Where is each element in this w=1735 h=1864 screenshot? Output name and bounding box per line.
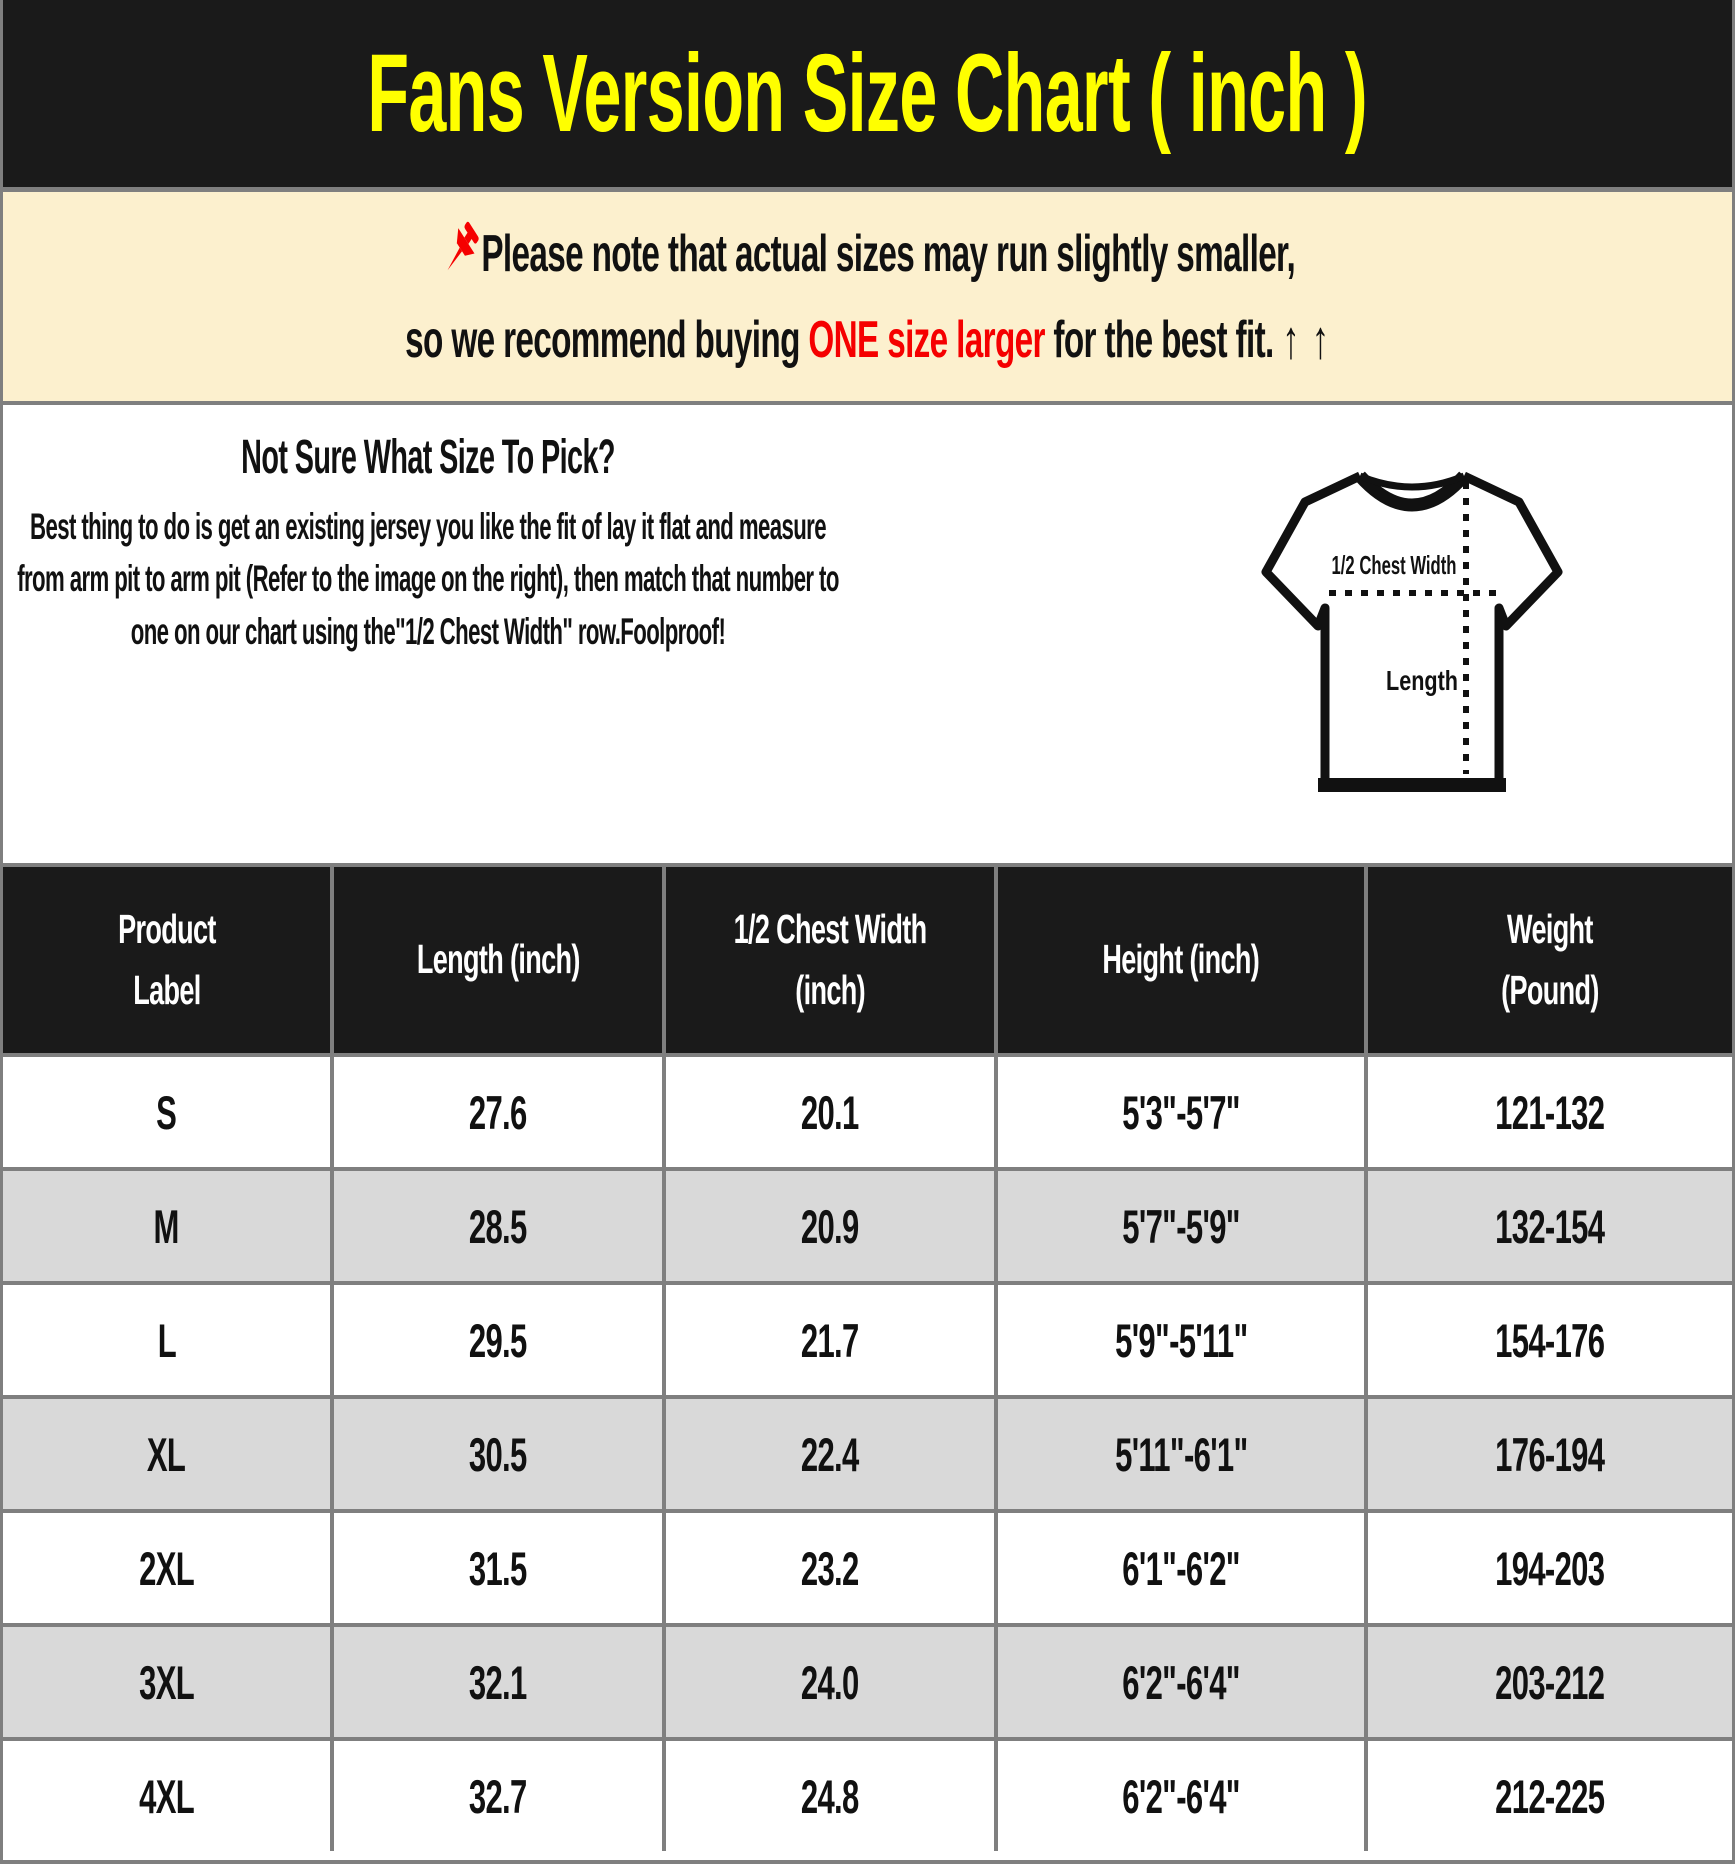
size-label-cell: XL	[3, 1399, 334, 1513]
size-label-cell: L	[3, 1285, 334, 1399]
length-cell: 32.1	[334, 1627, 666, 1741]
length-cell: 27.6	[334, 1057, 666, 1171]
tshirt-hem	[1318, 778, 1506, 792]
weight-cell: 194-203	[1368, 1513, 1732, 1627]
note-line-2: so we recommend buying ONE size larger f…	[3, 300, 1732, 380]
chest-cell: 20.1	[666, 1057, 998, 1171]
chest-cell: 22.4	[666, 1399, 998, 1513]
weight-cell: 176-194	[1368, 1399, 1732, 1513]
tshirt-collar	[1355, 471, 1469, 512]
weight-cell: 203-212	[1368, 1627, 1732, 1741]
table-row-s: S 27.6 20.1 5'3"-5'7" 121-132	[3, 1057, 1732, 1171]
length-cell: 28.5	[334, 1171, 666, 1285]
size-label-cell: 2XL	[3, 1513, 334, 1627]
note-text-1: Please note that actual sizes may run sl…	[481, 224, 1295, 283]
size-label-cell: M	[3, 1171, 334, 1285]
tshirt-outline	[1261, 471, 1563, 790]
length-label: Length	[1386, 665, 1458, 696]
note-line-1: Please note that actual sizes may run sl…	[3, 214, 1732, 294]
weight-cell: 121-132	[1368, 1057, 1732, 1171]
guide-heading: Not Sure What Size To Pick?	[241, 431, 615, 484]
size-label-cell: 4XL	[3, 1741, 334, 1851]
height-cell: 5'3"-5'7"	[998, 1057, 1368, 1171]
chest-cell: 21.7	[666, 1285, 998, 1399]
tshirt-collar-top	[1358, 472, 1466, 491]
table-row-3xl: 3XL 32.1 24.0 6'2"-6'4" 203-212	[3, 1627, 1732, 1741]
size-table-header: Product Label Length (inch) 1/2 Chest Wi…	[3, 867, 1732, 1057]
chest-cell: 23.2	[666, 1513, 998, 1627]
guide-body: Best thing to do is get an existing jers…	[17, 505, 839, 652]
col-header-height: Height (inch)	[998, 867, 1368, 1057]
col-header-weight: Weight (Pound)	[1368, 867, 1732, 1057]
col-header-length: Length (inch)	[334, 867, 666, 1057]
size-label-cell: S	[3, 1057, 334, 1171]
note-text-2-suffix: for the best fit.	[1044, 310, 1283, 369]
pushpin-icon	[447, 221, 479, 270]
height-cell: 6'2"-6'4"	[998, 1741, 1368, 1851]
size-label-cell: 3XL	[3, 1627, 334, 1741]
height-cell: 5'11"-6'1"	[998, 1399, 1368, 1513]
chest-width-label: 1/2 Chest Width	[1332, 550, 1457, 580]
guide-text-block: Not Sure What Size To Pick? Best thing t…	[11, 429, 845, 658]
col-header-product-label: Product Label	[3, 867, 334, 1057]
length-cell: 29.5	[334, 1285, 666, 1399]
height-cell: 6'2"-6'4"	[998, 1627, 1368, 1741]
length-cell: 32.7	[334, 1741, 666, 1851]
chest-cell: 24.8	[666, 1741, 998, 1851]
height-cell: 5'9"-5'11"	[998, 1285, 1368, 1399]
table-row-l: L 29.5 21.7 5'9"-5'11" 154-176	[3, 1285, 1732, 1399]
up-arrows-icon: ↑ ↑	[1282, 309, 1331, 370]
height-cell: 6'1"-6'2"	[998, 1513, 1368, 1627]
table-row-4xl: 4XL 32.7 24.8 6'2"-6'4" 212-225	[3, 1741, 1732, 1851]
note-text-2-prefix: so we recommend buying	[404, 310, 809, 369]
one-size-larger-highlight: ONE size larger	[808, 310, 1045, 369]
table-row-xl: XL 30.5 22.4 5'11"-6'1" 176-194	[3, 1399, 1732, 1513]
weight-cell: 212-225	[1368, 1741, 1732, 1851]
chest-cell: 24.0	[666, 1627, 998, 1741]
weight-cell: 132-154	[1368, 1171, 1732, 1285]
height-cell: 5'7"-5'9"	[998, 1171, 1368, 1285]
table-row-m: M 28.5 20.9 5'7"-5'9" 132-154	[3, 1171, 1732, 1285]
page-title: Fans Version Size Chart ( inch )	[367, 31, 1368, 155]
col-header-chest-width: 1/2 Chest Width (inch)	[666, 867, 998, 1057]
table-row-2xl: 2XL 31.5 23.2 6'1"-6'2" 194-203	[3, 1513, 1732, 1627]
chest-cell: 20.9	[666, 1171, 998, 1285]
weight-cell: 154-176	[1368, 1285, 1732, 1399]
note-banner: Please note that actual sizes may run sl…	[3, 192, 1732, 405]
size-table: Product Label Length (inch) 1/2 Chest Wi…	[3, 867, 1732, 1851]
tshirt-diagram: 1/2 Chest Width Length	[1261, 471, 1563, 792]
title-bar: Fans Version Size Chart ( inch )	[3, 0, 1732, 192]
length-cell: 31.5	[334, 1513, 666, 1627]
length-cell: 30.5	[334, 1399, 666, 1513]
sizing-guide-section: Not Sure What Size To Pick? Best thing t…	[3, 405, 1732, 867]
